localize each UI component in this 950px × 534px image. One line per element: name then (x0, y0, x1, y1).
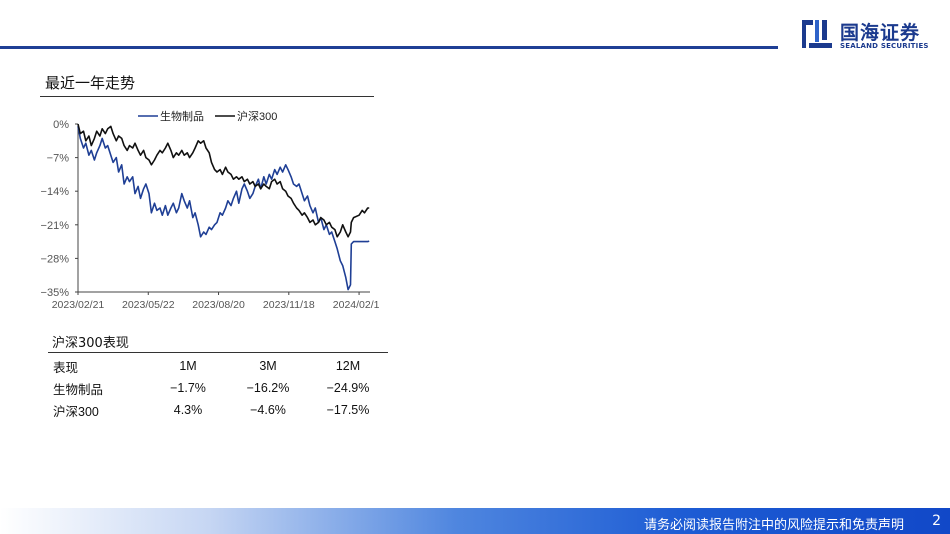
y-tick-label: −7% (47, 153, 70, 165)
table-header-cell: 1M (179, 359, 197, 373)
table-title: 沪深300表现 (52, 336, 129, 351)
table-cell: −1.7% (170, 381, 206, 395)
logo-chinese-text: 国海证券 (840, 22, 921, 44)
header-rule (0, 46, 778, 49)
table-cell: −24.9% (326, 381, 370, 395)
y-tick-label: −35% (41, 287, 70, 299)
x-tick-label: 2023/02/21 (52, 299, 105, 311)
table-cell: 4.3% (173, 403, 203, 417)
table-row: 生物制品 −1.7% −16.2% −24.9% (48, 377, 388, 399)
y-tick-label: −14% (41, 186, 70, 198)
table-cell: 沪深300 (53, 404, 99, 419)
performance-table: 表现 1M 3M 12M 生物制品 −1.7% −16.2% −24.9% 沪深… (48, 355, 388, 421)
x-tick-label: 2024/02/16 (333, 299, 380, 311)
y-tick-label: −28% (41, 253, 70, 265)
table-header-row: 表现 1M 3M 12M (48, 355, 388, 377)
page-number: 2 (932, 513, 941, 529)
section-title: 最近一年走势 (45, 74, 136, 92)
section-title-rule (40, 96, 374, 97)
legend-label: 沪深300 (237, 109, 277, 123)
table-header-cell: 3M (259, 359, 277, 373)
sealand-logo: 国海证券 SEALAND SECURITIES (800, 15, 940, 55)
logo-english-text: SEALAND SECURITIES (840, 42, 929, 50)
x-tick-label: 2023/11/18 (263, 299, 315, 311)
y-tick-label: 0% (53, 119, 69, 131)
table-title-rule (48, 352, 388, 353)
table-cell: −17.5% (326, 403, 370, 417)
trend-chart: 0% −7% −14% −21% −28% −35%2023/02/21 2023/05/2… (41, 109, 380, 311)
sealand-logo-icon (802, 20, 832, 48)
table-cell: −4.6% (250, 403, 286, 417)
y-tick-label: −21% (41, 220, 70, 232)
x-tick-label: 2023/05/22 (122, 299, 175, 311)
table-header-cell: 12M (335, 359, 361, 373)
table-header-cell: 表现 (53, 360, 79, 375)
table-cell: 生物制品 (53, 382, 104, 397)
x-tick-label: 2023/08/20 (192, 299, 245, 311)
table-cell: −16.2% (246, 381, 290, 395)
series-line-hs300 (77, 123, 370, 238)
footer-disclaimer: 请务必阅读报告附注中的风险提示和免责声明 (643, 518, 904, 533)
footer-bar: 请务必阅读报告附注中的风险提示和免责声明 2 (0, 508, 950, 534)
legend-label: 生物制品 (160, 109, 204, 123)
table-row: 沪深300 4.3% −4.6% −17.5% (48, 399, 388, 421)
series-line-biologics (77, 126, 370, 291)
